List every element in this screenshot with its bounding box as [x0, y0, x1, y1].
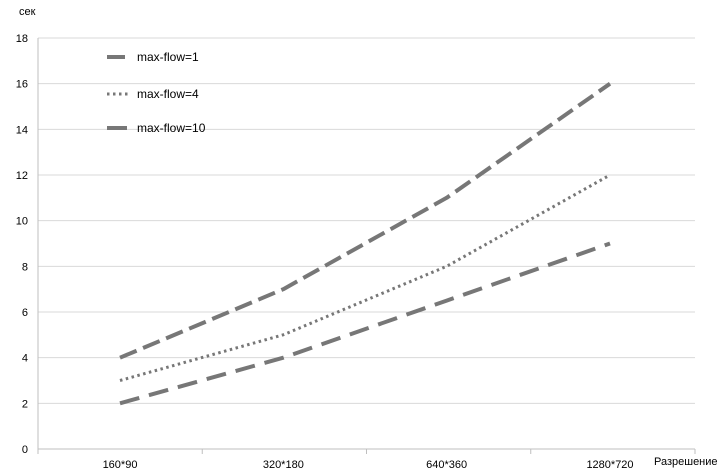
- y-tick-label-0: 0: [22, 444, 28, 456]
- y-tick-label-4: 4: [22, 353, 28, 365]
- legend-label-max-flow=4: max-flow=4: [137, 87, 199, 101]
- series-line-max-flow=4: [119, 173, 611, 382]
- series-line-max-flow=10: [119, 241, 611, 406]
- y-tick-label-2: 2: [22, 398, 28, 410]
- y-tick-label-8: 8: [22, 261, 28, 273]
- x-tick-label-160*90: 160*90: [103, 459, 138, 471]
- y-tick-label-16: 16: [16, 79, 28, 91]
- y-tick-label-12: 12: [16, 170, 28, 182]
- gridlines: [38, 37, 695, 404]
- y-tick-label-18: 18: [16, 33, 28, 45]
- x-tick-label-640*360: 640*360: [426, 459, 467, 471]
- x-tick-label-1280*720: 1280*720: [586, 459, 633, 471]
- legend-label-max-flow=1: max-flow=1: [137, 50, 199, 64]
- series-line-max-flow=1: [119, 82, 612, 360]
- axes: 0 2 4 6 8 10 12 14 16 18 160*90 320*180 640*360 1280*…: [16, 33, 696, 471]
- x-tick-label-320*180: 320*180: [263, 459, 304, 471]
- y-tick-label-6: 6: [22, 307, 28, 319]
- x-axis-title: Разрешение: [654, 456, 718, 468]
- y-axis-title: сек: [19, 6, 36, 18]
- y-tick-label-14: 14: [16, 124, 28, 136]
- legend-label-max-flow=10: max-flow=10: [137, 121, 206, 135]
- series-lines: [119, 82, 612, 406]
- y-tick-label-10: 10: [16, 216, 28, 228]
- legend: max-flow=1 max-flow=4 max-flow=10: [107, 50, 206, 135]
